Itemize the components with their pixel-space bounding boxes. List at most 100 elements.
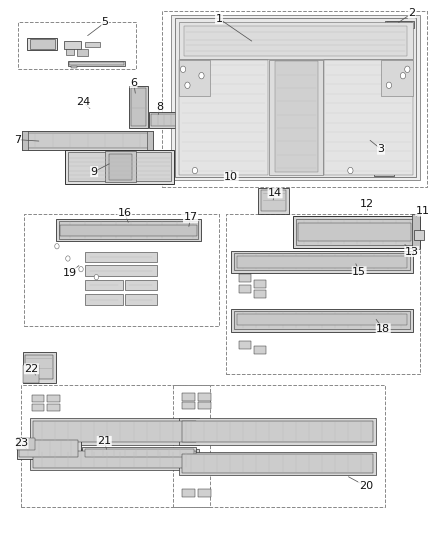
Polygon shape [234,253,410,270]
Polygon shape [85,265,157,276]
Polygon shape [131,88,146,126]
Polygon shape [68,61,125,66]
Polygon shape [385,21,414,28]
Polygon shape [17,438,35,450]
Polygon shape [22,131,153,150]
Polygon shape [324,60,413,175]
Polygon shape [60,225,197,236]
Text: 20: 20 [359,481,373,491]
Text: 14: 14 [268,188,282,198]
Polygon shape [237,314,407,325]
Polygon shape [82,447,196,459]
Polygon shape [64,41,81,49]
Polygon shape [198,393,211,401]
Polygon shape [374,163,394,176]
Polygon shape [47,404,60,411]
Polygon shape [105,151,136,182]
Text: 7: 7 [14,135,21,144]
Text: 19: 19 [63,268,77,278]
Polygon shape [47,395,60,402]
Polygon shape [171,15,420,180]
Polygon shape [125,280,157,290]
Circle shape [192,167,198,174]
Polygon shape [387,22,412,27]
Polygon shape [27,38,57,50]
Polygon shape [71,66,77,68]
Polygon shape [234,311,410,329]
Circle shape [386,82,392,88]
Polygon shape [239,285,251,293]
Polygon shape [33,421,196,442]
Polygon shape [179,60,210,96]
Polygon shape [56,219,201,241]
Text: 2: 2 [408,9,415,18]
Polygon shape [254,280,266,288]
Polygon shape [269,60,323,175]
Polygon shape [65,150,174,184]
Polygon shape [85,42,100,47]
Polygon shape [179,418,376,445]
Circle shape [55,244,59,249]
Polygon shape [239,341,251,349]
Text: 9: 9 [91,167,98,176]
Text: 11: 11 [416,206,430,216]
Polygon shape [182,402,195,409]
Polygon shape [293,216,420,248]
Polygon shape [231,251,413,273]
Polygon shape [149,112,180,128]
Polygon shape [261,190,286,211]
Polygon shape [414,230,424,240]
Polygon shape [69,62,124,65]
Text: 17: 17 [184,213,198,222]
Polygon shape [66,49,74,55]
Polygon shape [258,188,289,214]
Polygon shape [77,49,88,56]
Polygon shape [30,39,55,49]
Text: 22: 22 [25,364,39,374]
Circle shape [79,266,83,272]
Polygon shape [381,60,413,96]
Text: 10: 10 [224,172,238,182]
Circle shape [94,274,99,280]
Polygon shape [59,221,198,239]
Circle shape [400,72,406,79]
Text: 15: 15 [352,267,366,277]
Polygon shape [231,309,413,332]
Polygon shape [30,418,199,445]
Text: 24: 24 [76,98,90,107]
Text: 3: 3 [378,144,385,154]
Polygon shape [68,152,171,181]
Polygon shape [85,294,123,305]
Circle shape [405,66,410,72]
Polygon shape [198,402,211,409]
Polygon shape [182,454,373,473]
Text: 12: 12 [360,199,374,208]
Polygon shape [254,346,266,354]
Polygon shape [32,404,44,411]
Text: 13: 13 [405,247,419,256]
Circle shape [180,66,186,72]
Polygon shape [175,18,416,177]
Text: 5: 5 [102,18,109,27]
Text: 16: 16 [118,208,132,218]
Polygon shape [298,223,411,241]
Polygon shape [182,489,195,497]
Text: 23: 23 [14,439,28,448]
Text: 8: 8 [156,102,163,111]
Polygon shape [179,452,376,475]
Circle shape [348,167,353,174]
Polygon shape [237,256,407,268]
Polygon shape [22,131,28,150]
Polygon shape [32,395,44,402]
Polygon shape [377,164,392,174]
Polygon shape [179,22,413,59]
Polygon shape [129,86,148,128]
Polygon shape [23,365,39,383]
Polygon shape [412,214,420,249]
Polygon shape [225,152,248,169]
Polygon shape [85,449,194,457]
Polygon shape [109,154,132,180]
Text: 21: 21 [97,437,111,446]
Polygon shape [182,393,195,401]
Polygon shape [182,421,373,442]
